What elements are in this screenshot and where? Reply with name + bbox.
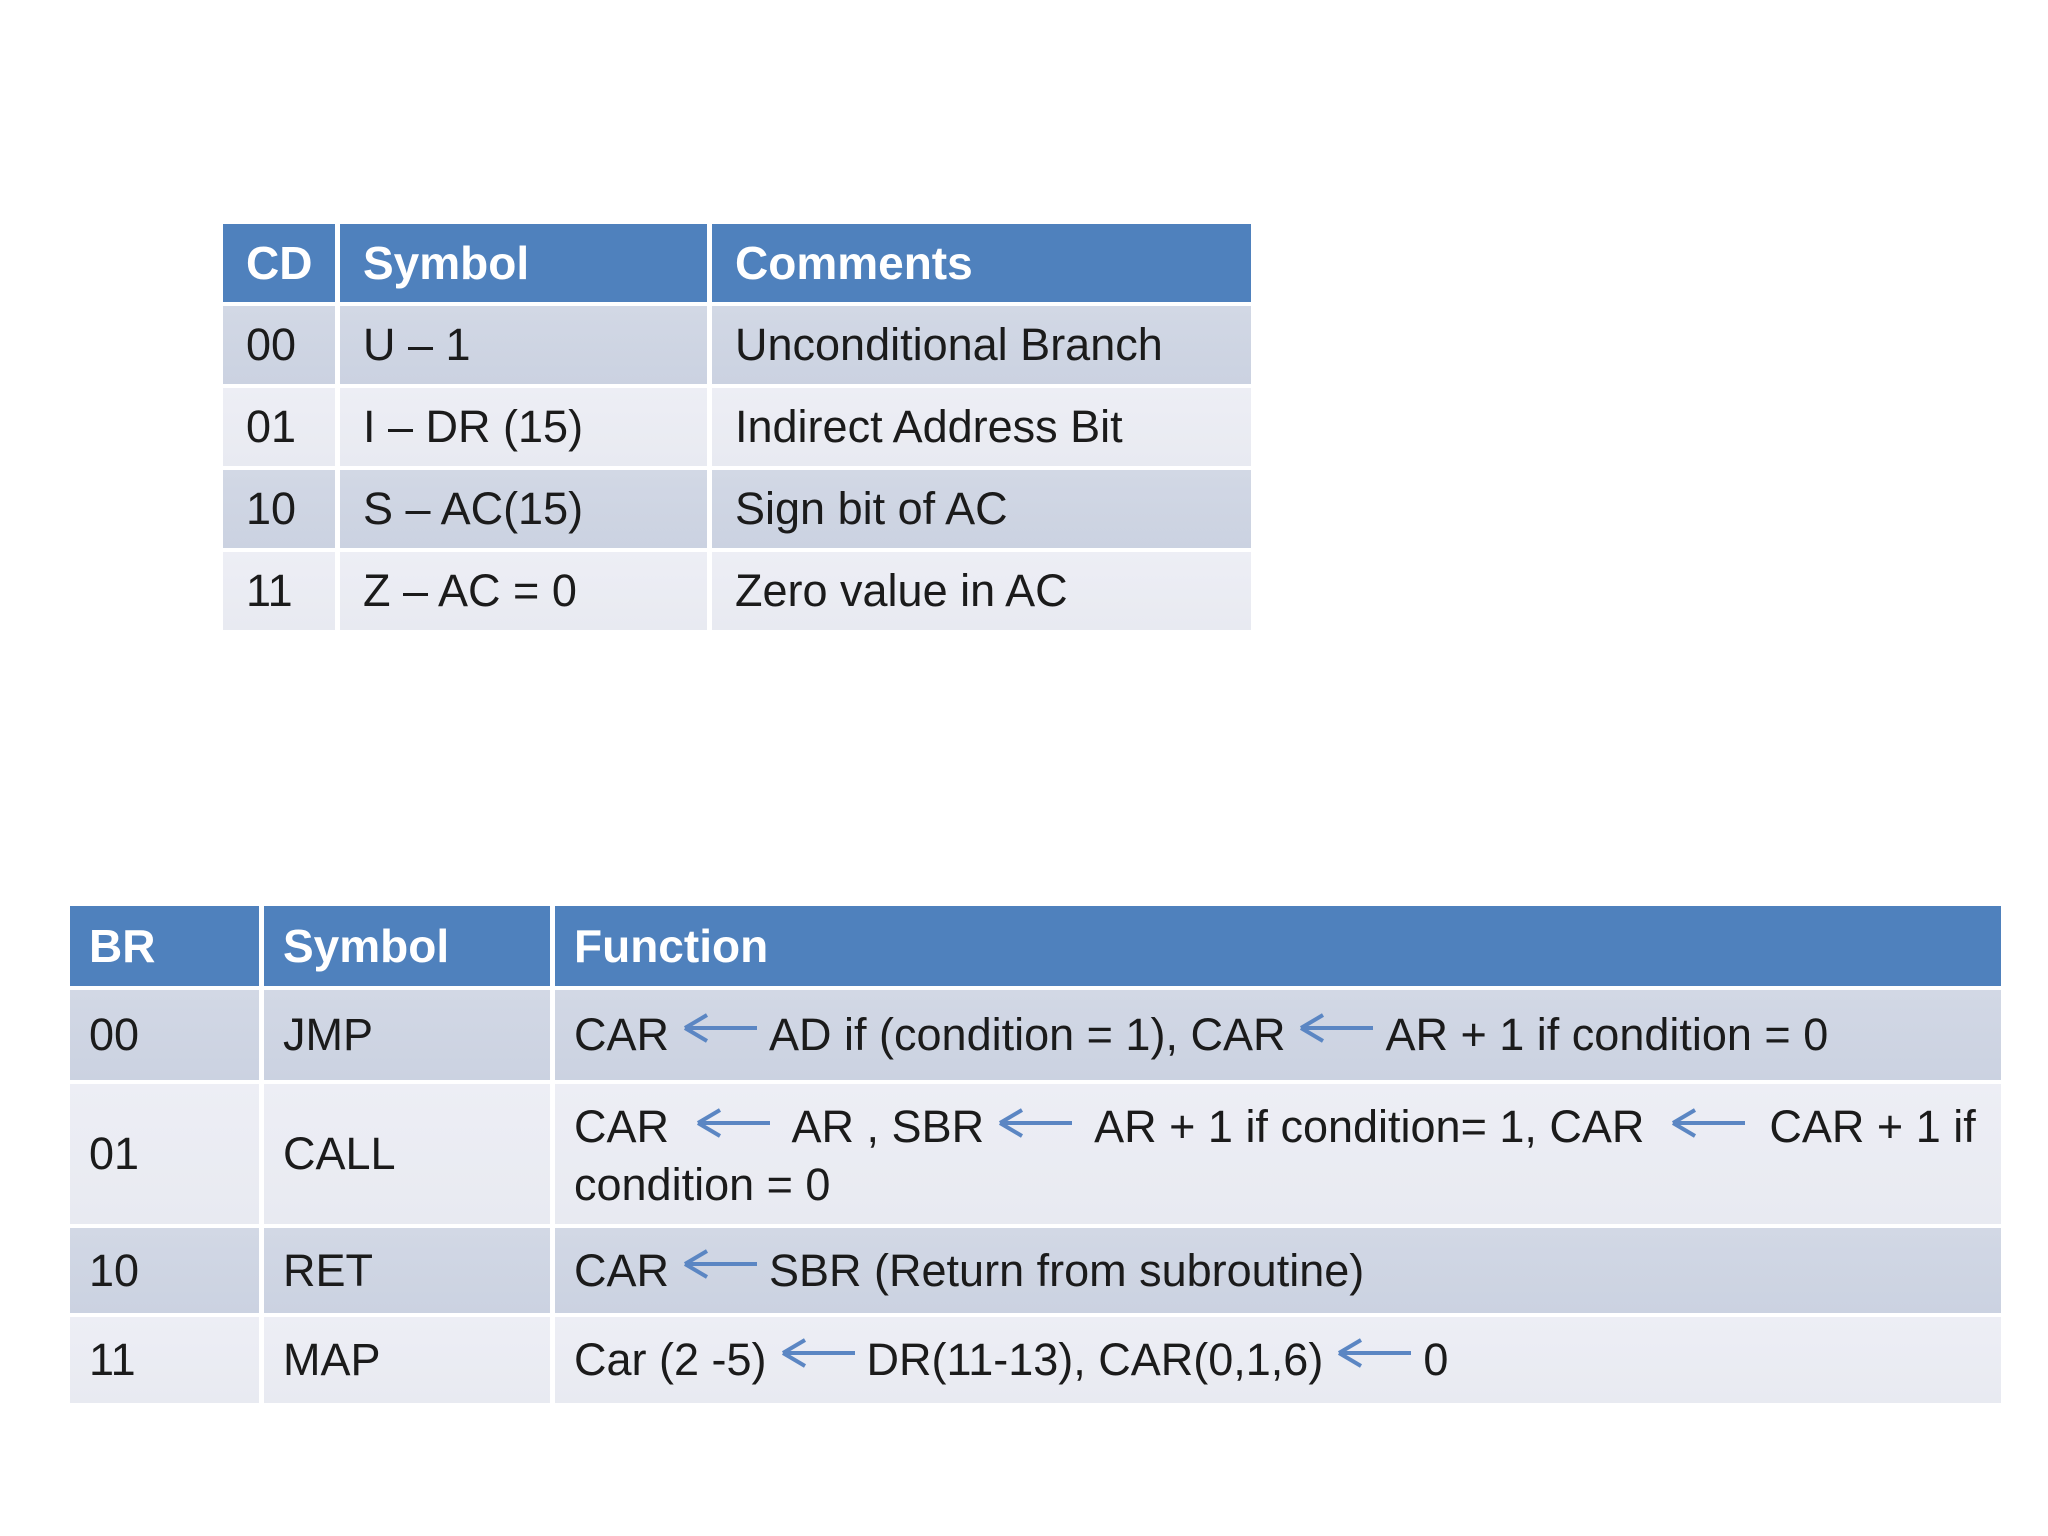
br-row-00-function: CAR AD if (condition = 1), CAR AR + 1 if… — [555, 990, 2001, 1080]
function-text-segment: AR + 1 if condition= 1, CAR — [1084, 1101, 1657, 1152]
cd-row-11-symbol: Z – AC = 0 — [340, 552, 707, 630]
br-branch-table: BR Symbol Function 00 JMP CAR AD if (condi… — [70, 906, 2001, 1403]
br-row-00-symbol: JMP — [264, 990, 550, 1080]
br-row-11-symbol: MAP — [264, 1317, 550, 1403]
cd-row-01-cd: 01 — [223, 388, 335, 466]
cd-row-10-symbol: S – AC(15) — [340, 470, 707, 548]
br-row-10-function: CAR SBR (Return from subroutine) — [555, 1228, 2001, 1313]
br-row-01-function: CAR AR , SBR AR + 1 if condition= 1, CAR… — [555, 1084, 2001, 1224]
br-row-11-function: Car (2 -5) DR(11-13), CAR(0,1,6) 0 — [555, 1317, 2001, 1403]
function-text-segment: CAR — [574, 1244, 670, 1296]
arrow-left-icon — [999, 1108, 1073, 1138]
cd-table-header-comments: Comments — [712, 224, 1251, 302]
arrow-left-icon — [1338, 1338, 1412, 1368]
br-row-10-symbol: RET — [264, 1228, 550, 1313]
cd-row-00-symbol: U – 1 — [340, 306, 707, 384]
br-row-00-br: 00 — [70, 990, 259, 1080]
function-text-segment: DR(11-13), CAR(0,1,6) — [866, 1334, 1324, 1386]
function-text-segment: AD if (condition = 1), CAR — [769, 1009, 1286, 1061]
arrow-left-icon — [683, 1248, 758, 1279]
br-table-header-br: BR — [70, 906, 259, 986]
cd-row-11-cd: 11 — [223, 552, 335, 630]
br-table-header-function: Function — [555, 906, 2001, 986]
function-text-segment: CAR — [574, 1009, 670, 1061]
arrow-left-icon — [1671, 1108, 1745, 1138]
cd-row-10-comments: Sign bit of AC — [712, 470, 1251, 548]
cd-row-00-comments: Unconditional Branch — [712, 306, 1251, 384]
br-table-header-symbol: Symbol — [264, 906, 550, 986]
cd-row-01-comments: Indirect Address Bit — [712, 388, 1251, 466]
br-row-01-br: 01 — [70, 1084, 259, 1224]
cd-row-01-symbol: I – DR (15) — [340, 388, 707, 466]
arrow-left-icon — [1300, 1013, 1374, 1043]
function-text-segment: SBR (Return from subroutine) — [769, 1244, 1365, 1296]
function-text-segment: 0 — [1423, 1334, 1449, 1386]
arrow-left-icon — [683, 1013, 758, 1043]
cd-row-00-cd: 00 — [223, 306, 335, 384]
cd-table-header-cd: CD — [223, 224, 335, 302]
cd-table-header-symbol: Symbol — [340, 224, 707, 302]
cd-row-11-comments: Zero value in AC — [712, 552, 1251, 630]
cd-row-10-cd: 10 — [223, 470, 335, 548]
function-text-segment: AR + 1 if condition = 0 — [1385, 1009, 1829, 1061]
br-row-01-symbol: CALL — [264, 1084, 550, 1224]
arrow-left-icon — [781, 1338, 855, 1368]
function-text-segment: AR , SBR — [781, 1101, 985, 1152]
arrow-left-icon — [696, 1108, 770, 1138]
function-text-segment: Car (2 -5) — [574, 1334, 767, 1386]
cd-condition-table: CD Symbol Comments 00 U – 1 Unconditional … — [223, 224, 1251, 630]
function-text-segment: CAR + 1 if condition = 0 — [574, 1101, 1976, 1210]
br-row-10-br: 10 — [70, 1228, 259, 1313]
function-text-segment: CAR — [574, 1101, 682, 1152]
br-row-11-br: 11 — [70, 1317, 259, 1403]
